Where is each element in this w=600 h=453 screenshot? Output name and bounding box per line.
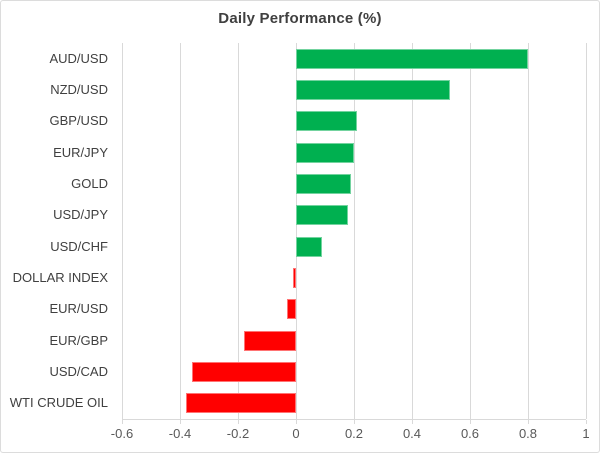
x-tick-label: 0.8 [518, 426, 538, 441]
category-axis-labels: AUD/USD NZD/USD GBP/USD EUR/JPY GOLD USD/JPY U… [1, 43, 108, 419]
axis-tick-mark [528, 420, 529, 424]
axis-tick-mark [354, 420, 355, 424]
category-label: USD/JPY [53, 207, 108, 223]
gridline [354, 43, 355, 419]
category-label: EUR/JPY [53, 144, 108, 160]
axis-tick-mark [412, 420, 413, 424]
gridline [180, 43, 181, 419]
x-tick-label: -0.4 [168, 426, 192, 441]
category-label: NZD/USD [50, 82, 108, 97]
x-tick-label: 0.4 [402, 426, 422, 441]
bar-eur-gbp [243, 330, 296, 351]
gridline [122, 43, 123, 419]
gridline [412, 43, 413, 419]
gridline [470, 43, 471, 419]
bar-aud-usd [296, 48, 528, 69]
bar-usd-cad [191, 362, 296, 382]
axis-tick-mark [296, 420, 297, 424]
bar-eur-usd [287, 299, 296, 320]
category-label: GBP/USD [49, 113, 108, 129]
gridline [528, 43, 529, 419]
category-label: EUR/USD [49, 301, 108, 317]
bar-eur-jpy [296, 142, 354, 163]
bar-usd-chf [296, 236, 323, 257]
category-label: USD/CAD [49, 364, 108, 379]
x-axis-tick-labels: -0.6 -0.4 -0.2 0 0.2 0.4 0.6 0.8 1 [1, 426, 599, 444]
bar-gbp-usd [296, 111, 357, 132]
bar-usd-jpy [296, 205, 349, 226]
bar-gold [296, 174, 352, 194]
axis-tick-mark [586, 420, 587, 424]
category-label: AUD/USD [49, 50, 108, 66]
x-tick-label: 0.6 [460, 426, 480, 441]
category-label: GOLD [71, 176, 108, 191]
plot-area [122, 43, 587, 424]
gridline [296, 43, 297, 419]
gridline [238, 43, 239, 419]
bar-wti-crude-oil [185, 393, 296, 414]
axis-tick-mark [180, 420, 181, 424]
x-tick-label: 0.2 [344, 426, 364, 441]
category-label: WTI CRUDE OIL [9, 395, 108, 411]
category-label: EUR/GBP [49, 332, 108, 348]
x-tick-label: 1 [582, 426, 590, 441]
x-tick-label: -0.2 [226, 426, 250, 441]
bar-dollar-index [293, 268, 296, 288]
axis-tick-mark [122, 420, 123, 424]
category-label: USD/CHF [50, 238, 108, 254]
axis-tick-mark [470, 420, 471, 424]
x-tick-label: 0 [292, 426, 300, 441]
category-label: DOLLAR INDEX [12, 270, 108, 285]
chart-title: Daily Performance (%) [218, 10, 382, 27]
axis-tick-mark [238, 420, 239, 424]
gridline [586, 43, 587, 419]
x-tick-label: -0.6 [110, 426, 134, 441]
bar-nzd-usd [296, 80, 450, 100]
